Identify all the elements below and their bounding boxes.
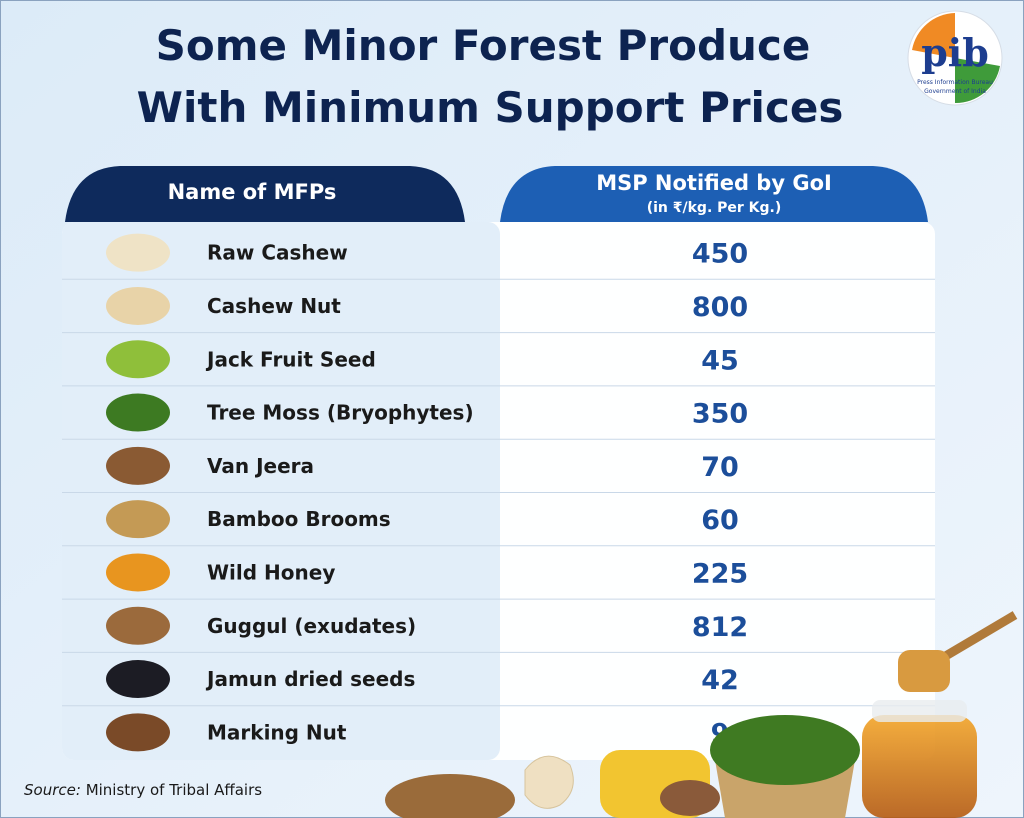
row-value: 812 xyxy=(692,612,748,643)
row-icon xyxy=(106,233,170,272)
row-icon xyxy=(106,553,170,592)
row-value: 45 xyxy=(701,345,739,376)
row-icon xyxy=(106,713,170,752)
row-icon xyxy=(106,660,170,699)
moss xyxy=(710,715,860,785)
rows: Raw Cashew 450 Cashew Nut 800 Jack Fruit See… xyxy=(62,233,935,752)
decoration xyxy=(385,611,1018,818)
name-column xyxy=(62,222,500,760)
row-name: Van Jeera xyxy=(207,454,314,478)
logo-text: Press Information Bureau xyxy=(917,79,993,86)
logo: pib Press Information Bureau Government … xyxy=(907,10,1003,106)
row-value: 60 xyxy=(701,505,739,536)
source-label: Source: xyxy=(24,781,81,799)
row-value: 350 xyxy=(692,399,748,430)
row-icon xyxy=(106,340,170,379)
row-icon xyxy=(106,446,170,485)
row-name: Cashew Nut xyxy=(207,294,341,318)
column-header: Name of MFPs xyxy=(168,180,337,204)
row-name: Raw Cashew xyxy=(207,241,348,265)
row-name: Jack Fruit Seed xyxy=(205,347,376,371)
row-icon xyxy=(106,606,170,645)
logo-mark: pib xyxy=(921,30,989,75)
logo-green xyxy=(955,58,1000,104)
column-header: MSP Notified by GoI xyxy=(596,171,832,195)
title-line: With Minimum Support Prices xyxy=(137,83,844,132)
dipper xyxy=(898,650,950,692)
logo-saffron xyxy=(912,13,955,58)
row-value: 225 xyxy=(692,558,748,589)
row-name: Wild Honey xyxy=(207,560,335,584)
column-subheader: (in ₹/kg. Per Kg.) xyxy=(647,200,782,216)
seed xyxy=(660,780,720,816)
jar-rim xyxy=(872,700,967,722)
row-icon xyxy=(106,393,170,432)
header-tab-right xyxy=(500,166,928,222)
row-name: Tree Moss (Bryophytes) xyxy=(207,401,474,425)
source: Source: Ministry of Tribal Affairs xyxy=(24,781,262,799)
row-value: 70 xyxy=(701,452,739,483)
row-name: Guggul (exudates) xyxy=(207,614,416,638)
cashew xyxy=(524,755,574,809)
row-value: 800 xyxy=(692,292,748,323)
row-icon xyxy=(106,286,170,325)
row-icon xyxy=(106,500,170,539)
title-line: Some Minor Forest Produce xyxy=(156,21,811,70)
honey-jar xyxy=(862,715,977,818)
source-text: Ministry of Tribal Affairs xyxy=(86,781,263,799)
guggul-pile xyxy=(385,774,515,818)
row-name: Marking Nut xyxy=(207,720,347,744)
logo-text: Government of India xyxy=(924,88,986,95)
row-value: 42 xyxy=(701,665,739,696)
row-value: 450 xyxy=(692,239,748,270)
row-name: Jamun dried seeds xyxy=(205,667,415,691)
header-tab-left xyxy=(65,166,465,222)
row-name: Bamboo Brooms xyxy=(207,507,391,531)
